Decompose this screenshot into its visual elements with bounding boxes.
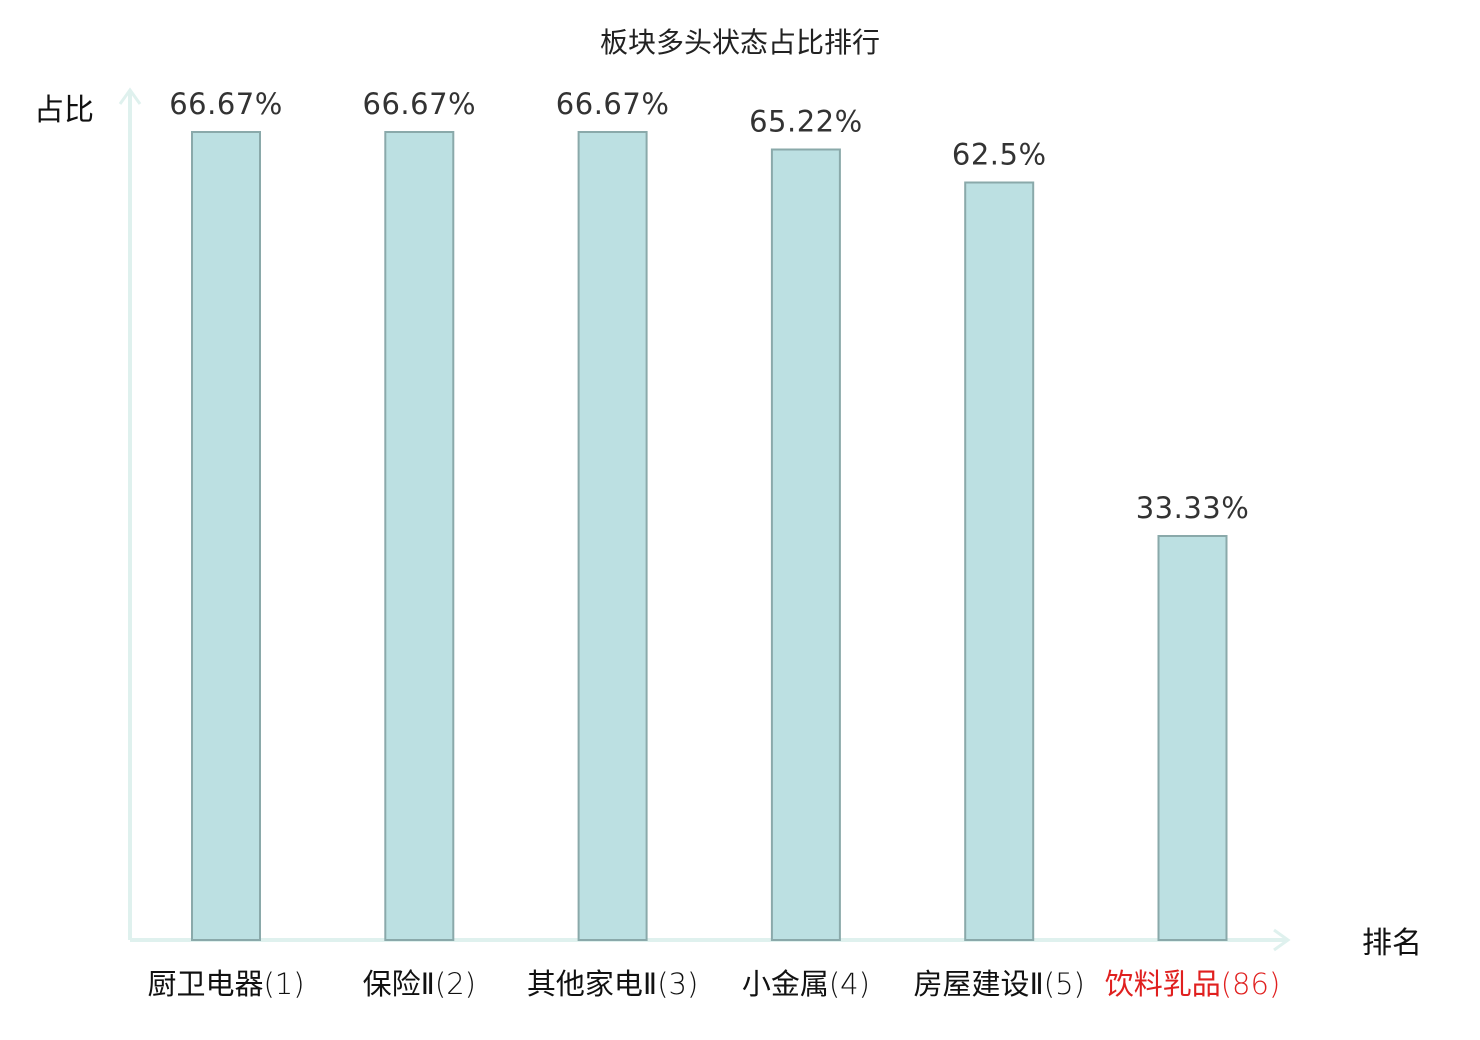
value-label-1: 66.67% [169,87,283,121]
bar-1 [191,131,261,941]
category-label-4: 小金属(4) [742,967,870,1001]
category-label-1: 厨卫电器(1) [147,967,304,1001]
category-label-3: 其他家电Ⅱ(3) [527,967,698,1001]
axes [118,87,1291,952]
y-axis-arrow [118,87,142,105]
bar-2 [384,131,455,941]
bar-3 [577,131,648,941]
bar-4 [770,148,841,941]
x-axis-label: 排名 [1362,926,1422,961]
value-label-5: 62.5% [952,138,1047,172]
bar-6 [1157,535,1228,941]
value-label-3: 66.67% [556,87,670,121]
value-label-2: 66.67% [363,87,477,121]
bars [191,131,1228,941]
category-labels: 厨卫电器(1) 保险Ⅱ(2) 其他家电Ⅱ(3) 小金属(4) 房屋建设Ⅱ(5) 饮料乳品(… [147,967,1280,1001]
x-axis-arrow [1273,928,1291,952]
category-label-2: 保险Ⅱ(2) [363,967,476,1001]
bar-5 [964,181,1035,941]
value-label-6: 33.33% [1136,491,1250,525]
chart-title: 板块多头状态占比排行 [600,26,880,59]
y-axis-label: 占比 [34,93,94,128]
category-label-5: 房屋建设Ⅱ(5) [914,967,1085,1001]
category-label-6: 饮料乳品(86) [1105,967,1281,1001]
value-labels: 66.67% 66.67% 66.67% 65.22% 62.5% 33.33% [169,87,1249,525]
value-label-4: 65.22% [749,105,863,139]
